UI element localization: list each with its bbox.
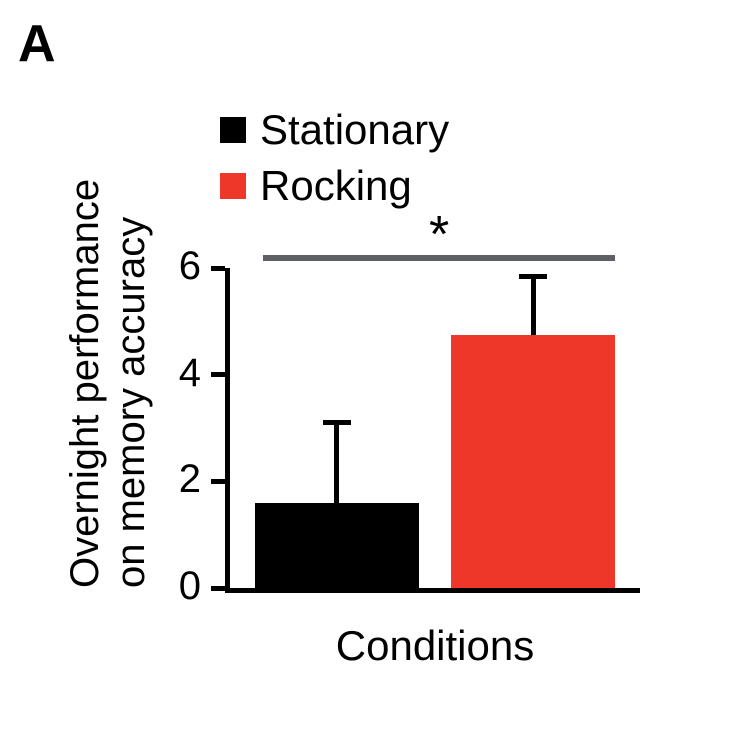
y-tick-label: 6 (151, 244, 201, 289)
y-tick-label: 4 (151, 351, 201, 396)
legend-item: Stationary (220, 106, 449, 154)
y-tick (211, 372, 225, 377)
y-tick (211, 479, 225, 484)
y-tick (211, 266, 225, 271)
y-axis (225, 268, 230, 588)
legend-swatch-stationary (220, 117, 246, 143)
errorbar-cap (323, 420, 351, 425)
bar-stationary (255, 503, 419, 588)
bar-rocking (451, 335, 615, 588)
y-tick-label: 2 (151, 457, 201, 502)
y-axis-label-line: Overnight performance (63, 268, 108, 588)
legend-swatch-rocking (220, 173, 246, 199)
errorbar-cap (519, 274, 547, 279)
legend-label-rocking: Rocking (260, 162, 412, 210)
x-axis-label: Conditions (230, 622, 640, 670)
y-tick (211, 586, 225, 591)
x-axis (225, 588, 640, 593)
legend-item: Rocking (220, 162, 449, 210)
legend: Stationary Rocking (220, 106, 449, 218)
significance-star: * (419, 205, 459, 265)
bar-chart: 0246*Overnight performanceon memory accu… (230, 268, 640, 588)
errorbar (531, 276, 536, 335)
y-tick-label: 0 (151, 564, 201, 609)
y-axis-label-line: on memory accuracy (109, 268, 154, 588)
errorbar (334, 423, 339, 503)
panel-label: A (18, 14, 56, 74)
legend-label-stationary: Stationary (260, 106, 449, 154)
